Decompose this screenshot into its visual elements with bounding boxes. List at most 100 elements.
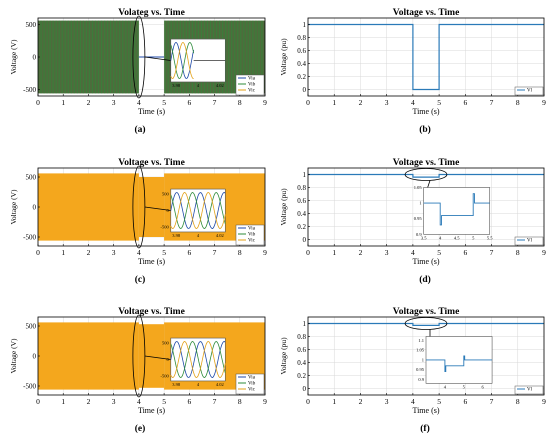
x-tick-label: 0 [36, 98, 40, 107]
x-tick-label: 0 [306, 98, 310, 107]
y-axis-label: Voltage (pu) [279, 188, 288, 226]
x-tick-label: 4 [411, 248, 415, 257]
series-layer [308, 322, 544, 326]
x-tick-label: 2 [359, 98, 363, 107]
x-tick-label: 1 [61, 397, 65, 406]
x-tick-label: 1 [61, 248, 65, 257]
legend-label: Via [248, 376, 256, 381]
inset-tick-label-x: 4 [444, 384, 447, 389]
inset-tick-label-y: 0.9 [416, 232, 422, 237]
inset-tick-label-y: -500 [161, 374, 170, 379]
panel-caption: (f) [420, 423, 430, 434]
y-tick-label: 0 [33, 54, 37, 62]
x-tick-label: 8 [238, 397, 242, 406]
y-tick-label: 0.4 [297, 60, 306, 68]
series-layer [38, 322, 265, 390]
x-tick-label: 0 [36, 248, 40, 257]
inset-tick-label-x: 3.98 [172, 83, 181, 88]
y-tick-label: 1 [303, 320, 307, 328]
series-band-vib [138, 324, 165, 388]
legend-label: Via [248, 77, 256, 82]
x-tick-label: 0 [36, 397, 40, 406]
x-tick-label: 2 [87, 397, 91, 406]
inset-tick-label-y: 1 [422, 357, 424, 362]
legend: Vl [514, 86, 544, 96]
x-tick-label: 6 [463, 248, 467, 257]
inset-tick-label-x: 4 [197, 382, 200, 387]
x-tick-label: 6 [187, 248, 191, 257]
x-tick-label: 8 [238, 248, 242, 257]
plot-area [308, 18, 544, 96]
inset-tick-label-x: 3.98 [172, 382, 181, 387]
plot-frame [307, 17, 545, 97]
inset-tick-label-y: 0.95 [416, 367, 425, 372]
chart-title: Volateg vs. Time [118, 8, 185, 18]
inset-wave-vic [170, 341, 226, 378]
inset-wave-vic [170, 42, 194, 79]
x-tick-label: 8 [516, 248, 520, 257]
y-axis-label: Voltage (pu) [279, 38, 288, 76]
x-tick-label: 2 [87, 248, 91, 257]
inset-tick-label-y: 1.05 [414, 185, 423, 190]
x-tick-label: 2 [87, 98, 91, 107]
zoom-ellipse [404, 317, 448, 330]
inset-tick-label-y: 1.05 [416, 348, 425, 353]
inset-wave-vib [170, 192, 226, 229]
y-axis-label: Voltage (V) [9, 189, 18, 225]
y-tick-label: 0.2 [297, 73, 306, 81]
x-tick-label: 3 [385, 397, 389, 406]
inset-tick-label-y: -500 [161, 225, 170, 230]
legend-label: Vib [248, 233, 256, 238]
inset-frame [423, 187, 491, 235]
legend-box [514, 236, 544, 246]
y-tick-label: 0 [33, 353, 37, 361]
x-tick-label: 7 [213, 98, 217, 107]
legend-label: Vib [248, 382, 256, 387]
x-tick-label: 5 [162, 248, 166, 257]
series-layer [38, 173, 265, 241]
legend-label: Vic [248, 89, 256, 94]
series-layer [308, 23, 544, 91]
inset-tick-label-x: 4.5 [454, 235, 460, 240]
zoom-connector [144, 355, 171, 360]
inset-tick-label-x: 4 [197, 83, 200, 88]
inset-tick-label-y: 0.9 [418, 377, 424, 382]
series-band-via [38, 20, 139, 94]
inset-tick-label-x: 3.98 [172, 233, 181, 238]
x-tick-label: 2 [359, 248, 363, 257]
inset-line-vl [423, 193, 490, 226]
x-tick-label: 6 [463, 98, 467, 107]
panel-caption: (d) [419, 274, 431, 285]
x-tick-label: 5 [162, 397, 166, 406]
chart-title: Voltage vs. Time [393, 307, 460, 317]
x-tick-label: 5 [162, 98, 166, 107]
legend-label: Vl [527, 388, 533, 393]
legend-label: Vic [248, 388, 256, 393]
y-tick-label: 500 [26, 323, 37, 331]
x-tick-label: 3 [112, 98, 116, 107]
panel-caption: (a) [134, 124, 145, 135]
x-tick-label: 5 [437, 98, 441, 107]
inset-wave-vib [170, 42, 195, 79]
x-tick-label: 9 [542, 248, 546, 257]
y-tick-label: 0.8 [297, 34, 306, 42]
x-tick-label: 4 [137, 248, 141, 257]
inset-wave-vic [170, 192, 226, 229]
x-axis-label: Time (s) [412, 107, 439, 116]
x-axis-label: Time (s) [138, 107, 165, 116]
y-tick-label: 0.6 [297, 346, 306, 354]
series-band-via [38, 322, 139, 390]
x-tick-label: 6 [187, 98, 191, 107]
y-tick-label: 0.4 [297, 359, 306, 367]
legend-label: Vl [527, 239, 533, 244]
x-tick-label: 9 [263, 98, 267, 107]
x-tick-label: 7 [490, 397, 494, 406]
inset-tick-label-x: 5 [463, 384, 466, 389]
series-band-via [38, 173, 139, 241]
inset-wave-vib [170, 341, 226, 378]
inset-tick-label-x: 5.5 [487, 235, 493, 240]
legend-label: Vic [248, 239, 256, 244]
